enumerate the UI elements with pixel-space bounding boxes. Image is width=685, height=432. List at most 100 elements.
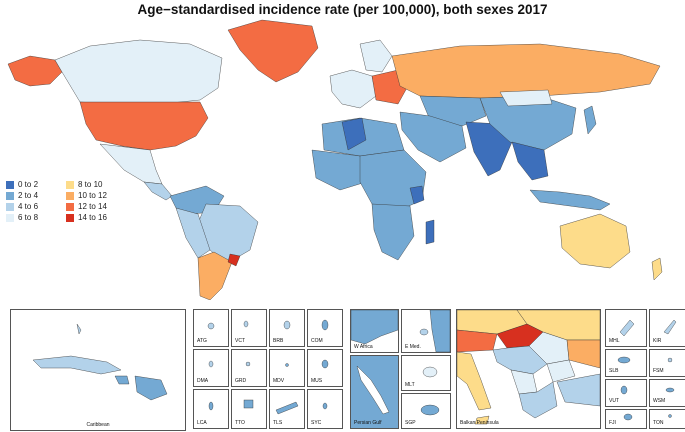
inset-label: TLS — [273, 420, 283, 426]
inset-label: FJI — [609, 420, 616, 426]
inset-ton: TON — [649, 409, 685, 429]
map-title: Age−standardised incidence rate (per 100… — [137, 2, 548, 17]
inset-label: SGP — [405, 420, 416, 426]
inset-brb: BRB — [269, 309, 305, 347]
legend-swatch — [66, 213, 74, 222]
inset-slb: SLB — [605, 349, 647, 377]
inset-w-africa: W Africa — [350, 309, 399, 353]
legend-label: 2 to 4 — [18, 191, 39, 200]
legend-swatch — [6, 180, 14, 189]
legend-label: 8 to 10 — [78, 180, 103, 189]
inset-vut: VUT — [605, 379, 647, 407]
inset-kir: KIR — [649, 309, 685, 347]
inset-label: COM — [311, 338, 323, 344]
inset-label: BRB — [273, 338, 284, 344]
region-canada — [54, 39, 223, 105]
inset-mdv: MDV — [269, 349, 305, 387]
inset-label: MLT — [405, 382, 415, 388]
region-middle-east — [399, 111, 467, 163]
region-w-africa — [311, 149, 367, 191]
region-uruguay — [227, 253, 241, 267]
region-s-africa — [371, 203, 415, 261]
legend-item: 14 to 16 — [66, 213, 107, 222]
inset-mhl: MHL — [605, 309, 647, 347]
region-kenya — [409, 185, 425, 205]
inset-label: DMA — [197, 378, 209, 384]
inset-label: TTO — [235, 420, 245, 426]
inset-label: W Africa — [354, 344, 373, 350]
region-russia — [391, 43, 661, 99]
region-alaska — [7, 55, 63, 87]
inset-label: WSM — [653, 398, 666, 404]
legend-item: 4 to 6 — [6, 202, 38, 211]
legend-label: 14 to 16 — [78, 213, 107, 222]
region-new-zealand — [651, 257, 663, 281]
inset-balkan-peninsula: Balkan Peninsula — [456, 309, 601, 429]
region-w-europe — [329, 69, 377, 109]
inset-mus: MUS — [307, 349, 343, 387]
region-peru — [175, 207, 211, 259]
inset-sgp: SGP — [401, 393, 451, 429]
region-indonesia — [529, 189, 611, 211]
legend-item: 0 to 2 — [6, 180, 38, 189]
region-greenland — [227, 19, 319, 83]
inset-label: ATG — [197, 338, 207, 344]
region-brazil — [195, 203, 259, 265]
inset-label: GRD — [235, 378, 247, 384]
region-argentina — [197, 251, 233, 300]
inset-label: SLB — [609, 368, 619, 374]
inset-dma: DMA — [193, 349, 229, 387]
inset-label: VUT — [609, 398, 619, 404]
legend-label: 12 to 14 — [78, 202, 107, 211]
region-mongolia — [499, 89, 553, 107]
legend-label: 4 to 6 — [18, 202, 39, 211]
legend-swatch — [66, 202, 74, 211]
region-se-asia — [511, 141, 549, 181]
legend-item: 2 to 4 — [6, 191, 38, 200]
inset-label: TON — [653, 420, 664, 426]
legend-item: 8 to 10 — [66, 180, 102, 189]
inset-fsm: FSM — [649, 349, 685, 377]
inset-label: LCA — [197, 420, 207, 426]
legend-swatch — [6, 191, 14, 200]
legend-item: 6 to 8 — [6, 213, 38, 222]
legend-label: 10 to 12 — [78, 191, 107, 200]
inset-label: Caribbean — [86, 422, 110, 428]
inset-com: COM — [307, 309, 343, 347]
inset-label: MUS — [311, 378, 323, 384]
inset-mlt: MLT — [401, 355, 451, 391]
inset-label: VCT — [235, 338, 245, 344]
inset-label: Persian Gulf — [354, 420, 382, 426]
region-mexico — [99, 143, 163, 185]
inset-atg: ATG — [193, 309, 229, 347]
inset-e-med: E Med. — [401, 309, 451, 353]
legend-swatch — [6, 202, 14, 211]
inset-label: FSM — [653, 368, 664, 374]
inset-syc: SYC — [307, 389, 343, 429]
inset-wsm: WSM — [649, 379, 685, 407]
region-algeria — [341, 117, 367, 151]
inset-label: Balkan Peninsula — [460, 420, 499, 426]
legend-label: 6 to 8 — [18, 213, 39, 222]
inset-vct: VCT — [231, 309, 267, 347]
region-central-america — [143, 181, 173, 201]
inset-label: E Med. — [405, 344, 421, 350]
legend-item: 12 to 14 — [66, 202, 107, 211]
inset-label: SYC — [311, 420, 322, 426]
region-scandinavia — [359, 39, 393, 73]
region-japan — [583, 105, 597, 135]
inset-tls: TLS — [269, 389, 305, 429]
inset-lca: LCA — [193, 389, 229, 429]
region-usa — [79, 101, 209, 151]
world-map — [7, 19, 663, 300]
legend-swatch — [66, 180, 74, 189]
inset-persian-gulf: Persian Gulf — [350, 355, 399, 429]
region-madagascar — [425, 219, 435, 245]
legend-item: 10 to 12 — [66, 191, 107, 200]
inset-label: KIR — [653, 338, 662, 344]
inset-fji: FJI — [605, 409, 647, 429]
legend-swatch — [66, 191, 74, 200]
region-australia — [559, 213, 631, 269]
inset-label: MDV — [273, 378, 285, 384]
inset-caribbean: Caribbean — [10, 309, 186, 431]
